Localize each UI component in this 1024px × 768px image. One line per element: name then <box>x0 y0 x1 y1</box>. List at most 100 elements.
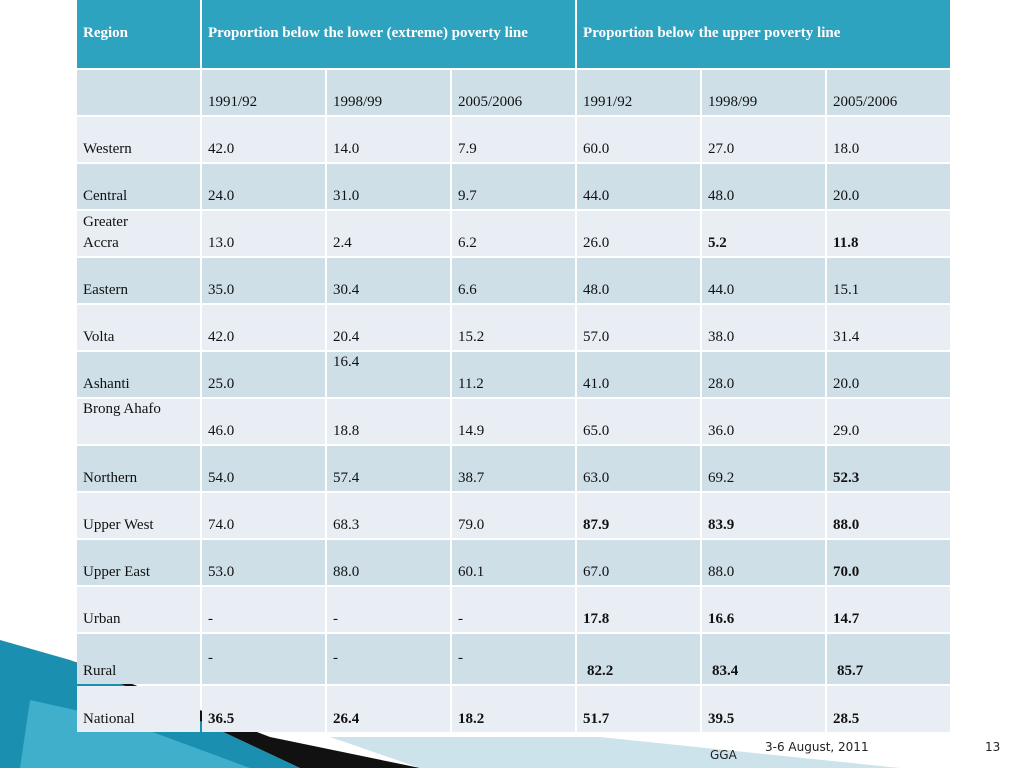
footer-org: GGA <box>710 748 737 762</box>
value-cell: 39.5 <box>702 686 826 732</box>
year-cell: 1991/92 <box>202 70 325 115</box>
value-cell: 14.0 <box>327 117 450 162</box>
value-cell: 42.0 <box>202 117 325 162</box>
value-cell: 35.0 <box>202 258 325 303</box>
region-cell: Ashanti <box>77 352 200 397</box>
empty-cell <box>77 70 200 115</box>
value-cell: 15.2 <box>452 305 576 350</box>
value-cell: 69.2 <box>702 446 826 491</box>
value-cell: 36.0 <box>702 399 826 444</box>
value-cell: 31.0 <box>327 164 450 209</box>
value-cell: - <box>327 634 450 684</box>
footer-date: 3-6 August, 2011 <box>765 740 869 754</box>
value-cell: 18.2 <box>452 686 576 732</box>
year-row: 1991/92 1998/99 2005/2006 1991/92 1998/9… <box>77 70 951 115</box>
value-cell: 20.0 <box>827 352 951 397</box>
table-row: Volta 42.0 20.4 15.2 57.0 38.0 31.4 <box>77 305 951 350</box>
region-cell: Urban <box>77 587 200 632</box>
value-cell: 60.0 <box>577 117 701 162</box>
value-cell: 16.4 <box>327 352 450 397</box>
value-cell: 65.0 <box>577 399 701 444</box>
value-cell: 44.0 <box>702 258 826 303</box>
value-cell: 26.4 <box>327 686 450 732</box>
table-row: Central 24.0 31.0 9.7 44.0 48.0 20.0 <box>77 164 951 209</box>
table-row: Greater Accra 13.0 2.4 6.2 26.0 5.2 11.8 <box>77 211 951 256</box>
value-cell: 42.0 <box>202 305 325 350</box>
table-row: Urban - - -17.8 16.6 14.7 <box>77 587 951 632</box>
value-cell: 67.0 <box>577 540 701 585</box>
value-cell: 6.6 <box>452 258 576 303</box>
region-cell: National <box>77 686 200 732</box>
value-cell: 28.0 <box>702 352 826 397</box>
year-cell: 1998/99 <box>702 70 826 115</box>
value-cell: 31.4 <box>827 305 951 350</box>
value-cell: 48.0 <box>702 164 826 209</box>
value-cell: 16.6 <box>702 587 826 632</box>
value-cell: 83.9 <box>702 493 826 538</box>
poverty-table: Region Proportion below the lower (extre… <box>75 0 952 734</box>
value-cell: 54.0 <box>202 446 325 491</box>
value-cell: 25.0 <box>202 352 325 397</box>
value-cell: 20.0 <box>827 164 951 209</box>
value-cell: 60.1 <box>452 540 576 585</box>
value-cell: 2.4 <box>327 211 450 256</box>
value-cell: 88.0 <box>827 493 951 538</box>
value-cell: - <box>452 634 576 684</box>
value-cell: - <box>202 634 325 684</box>
value-cell: 18.8 <box>327 399 450 444</box>
value-cell: 14.7 <box>827 587 951 632</box>
table-row: Upper East 53.0 88.0 60.1 67.0 88.0 70.0 <box>77 540 951 585</box>
table-row: Brong Ahafo 46.0 18.8 14.9 65.0 36.0 29.0 <box>77 399 951 444</box>
value-cell: 11.8 <box>827 211 951 256</box>
value-cell: 7.9 <box>452 117 576 162</box>
value-cell: 17.8 <box>577 587 701 632</box>
value-cell: 13.0 <box>202 211 325 256</box>
value-cell: 18.0 <box>827 117 951 162</box>
value-cell: 74.0 <box>202 493 325 538</box>
value-cell: 30.4 <box>327 258 450 303</box>
value-cell: 41.0 <box>577 352 701 397</box>
value-cell: 44.0 <box>577 164 701 209</box>
year-cell: 1998/99 <box>327 70 450 115</box>
table-row: Eastern 35.0 30.4 6.6 48.0 44.0 15.1 <box>77 258 951 303</box>
table-row: Upper West 74.0 68.3 79.0 87.9 83.9 88.0 <box>77 493 951 538</box>
value-cell: 83.4 <box>702 634 826 684</box>
value-cell: 28.5 <box>827 686 951 732</box>
year-cell: 2005/2006 <box>827 70 951 115</box>
value-cell: 9.7 <box>452 164 576 209</box>
value-cell: 15.1 <box>827 258 951 303</box>
value-cell: 11.2 <box>452 352 576 397</box>
value-cell: 68.3 <box>327 493 450 538</box>
value-cell: 20.4 <box>327 305 450 350</box>
value-cell: 38.7 <box>452 446 576 491</box>
region-cell: Brong Ahafo <box>77 399 200 444</box>
value-cell: 82.2 <box>577 634 701 684</box>
region-cell: Volta <box>77 305 200 350</box>
value-cell: 52.3 <box>827 446 951 491</box>
table-row: Rural - - -82.2 83.4 85.7 <box>77 634 951 684</box>
table-row: National 36.5 26.4 18.2 51.7 39.5 28.5 <box>77 686 951 732</box>
value-cell: - <box>452 587 576 632</box>
value-cell: 36.5 <box>202 686 325 732</box>
table-row: Northern 54.0 57.4 38.7 63.0 69.2 52.3 <box>77 446 951 491</box>
value-cell: - <box>327 587 450 632</box>
header-upper-poverty: Proportion below the upper poverty line <box>577 0 951 68</box>
region-cell: Upper East <box>77 540 200 585</box>
value-cell: 53.0 <box>202 540 325 585</box>
region-cell: Greater Accra <box>77 211 200 256</box>
year-cell: 1991/92 <box>577 70 701 115</box>
value-cell: 29.0 <box>827 399 951 444</box>
table-row: Western 42.0 14.0 7.9 60.0 27.0 18.0 <box>77 117 951 162</box>
value-cell: 24.0 <box>202 164 325 209</box>
value-cell: 88.0 <box>702 540 826 585</box>
value-cell: 38.0 <box>702 305 826 350</box>
header-lower-poverty: Proportion below the lower (extreme) pov… <box>202 0 576 68</box>
value-cell: 14.9 <box>452 399 576 444</box>
value-cell: - <box>202 587 325 632</box>
value-cell: 48.0 <box>577 258 701 303</box>
region-cell: Northern <box>77 446 200 491</box>
region-cell: Eastern <box>77 258 200 303</box>
region-cell: Central <box>77 164 200 209</box>
value-cell: 51.7 <box>577 686 701 732</box>
value-cell: 88.0 <box>327 540 450 585</box>
